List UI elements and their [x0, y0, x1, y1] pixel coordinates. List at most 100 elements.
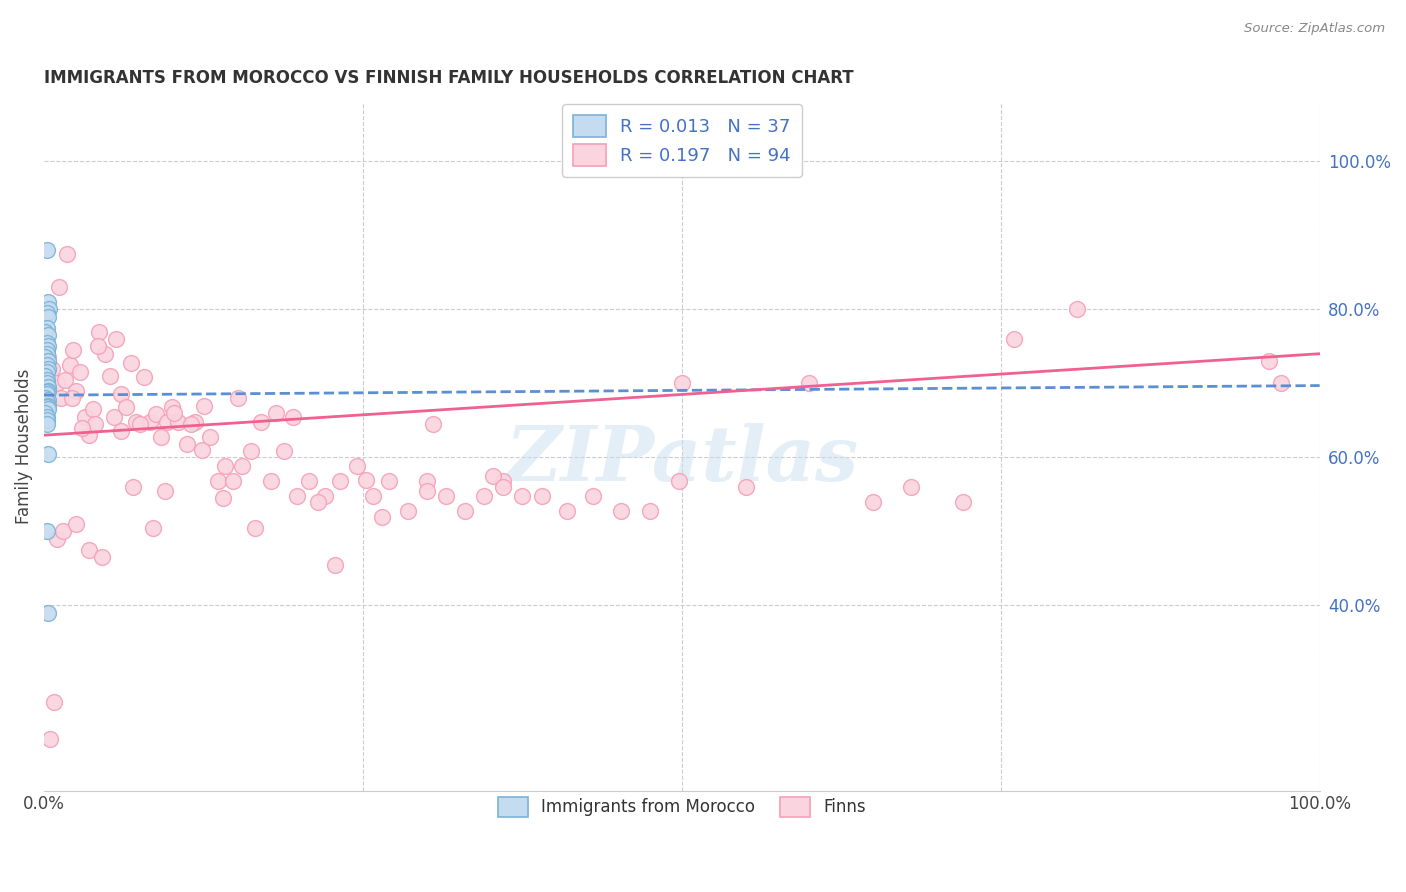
Point: [35, 343, 58, 357]
Point: [37, 361, 59, 376]
Point: [35, 524, 58, 539]
Point: [45, 376, 67, 391]
Y-axis label: Family Households: Family Households: [15, 368, 32, 524]
Point: [37, 339, 59, 353]
Point: [307, 495, 329, 509]
Point: [73, 409, 96, 424]
Point: [100, 368, 122, 383]
Point: [86, 339, 108, 353]
Point: [37, 354, 59, 368]
Point: [35, 376, 58, 391]
Point: [609, 504, 631, 518]
Point: [69, 365, 91, 379]
Point: [155, 415, 177, 429]
Point: [37, 294, 59, 309]
Point: [193, 399, 215, 413]
Point: [207, 474, 229, 488]
Point: [49, 391, 72, 405]
Point: [492, 474, 515, 488]
Point: [35, 387, 58, 401]
Point: [122, 480, 145, 494]
Point: [799, 376, 821, 391]
Point: [163, 406, 186, 420]
Point: [285, 489, 308, 503]
Point: [34, 351, 56, 365]
Point: [77, 428, 100, 442]
Point: [422, 417, 444, 431]
Legend: Immigrants from Morocco, Finns: Immigrants from Morocco, Finns: [491, 790, 873, 823]
Point: [35, 409, 58, 424]
Point: [323, 558, 346, 572]
Point: [35, 400, 58, 414]
Point: [239, 444, 262, 458]
Point: [37, 447, 59, 461]
Point: [132, 370, 155, 384]
Point: [35, 306, 58, 320]
Point: [62, 343, 84, 357]
Point: [84, 417, 107, 431]
Point: [35, 395, 58, 409]
Point: [180, 417, 202, 431]
Point: [35, 385, 58, 400]
Point: [314, 489, 336, 503]
Point: [35, 320, 58, 334]
Point: [416, 483, 439, 498]
Text: IMMIGRANTS FROM MOROCCO VS FINNISH FAMILY HOUSEHOLDS CORRELATION CHART: IMMIGRANTS FROM MOROCCO VS FINNISH FAMIL…: [44, 69, 853, 87]
Point: [191, 442, 214, 457]
Point: [39, 731, 62, 746]
Point: [396, 504, 419, 518]
Point: [482, 469, 505, 483]
Point: [211, 491, 233, 505]
Point: [155, 483, 177, 498]
Point: [862, 495, 884, 509]
Point: [37, 384, 59, 398]
Point: [94, 347, 117, 361]
Point: [243, 521, 266, 535]
Point: [222, 474, 245, 488]
Point: [45, 532, 67, 546]
Point: [512, 489, 534, 503]
Point: [298, 474, 321, 488]
Point: [329, 474, 352, 488]
Point: [260, 474, 283, 488]
Point: [90, 550, 112, 565]
Point: [103, 409, 125, 424]
Point: [354, 473, 377, 487]
Point: [35, 413, 58, 427]
Point: [60, 391, 83, 405]
Point: [35, 358, 58, 372]
Point: [35, 365, 58, 379]
Point: [555, 504, 578, 518]
Point: [250, 415, 273, 429]
Point: [35, 243, 58, 257]
Point: [952, 495, 974, 509]
Point: [1066, 302, 1088, 317]
Point: [37, 402, 59, 417]
Point: [454, 504, 477, 518]
Point: [37, 310, 59, 324]
Point: [183, 415, 205, 429]
Point: [668, 474, 690, 488]
Point: [53, 373, 76, 387]
Text: ZIPatlas: ZIPatlas: [505, 423, 859, 497]
Point: [128, 417, 150, 431]
Point: [41, 361, 63, 376]
Point: [125, 415, 148, 429]
Point: [264, 406, 287, 420]
Point: [160, 400, 183, 414]
Point: [104, 332, 127, 346]
Point: [110, 425, 132, 439]
Point: [139, 415, 162, 429]
Point: [530, 489, 553, 503]
Text: Source: ZipAtlas.com: Source: ZipAtlas.com: [1244, 22, 1385, 36]
Point: [671, 376, 693, 391]
Point: [214, 459, 236, 474]
Point: [65, 516, 87, 531]
Point: [82, 402, 104, 417]
Point: [176, 437, 198, 451]
Point: [114, 400, 136, 414]
Point: [273, 444, 295, 458]
Point: [416, 474, 439, 488]
Point: [167, 415, 190, 429]
Point: [72, 421, 94, 435]
